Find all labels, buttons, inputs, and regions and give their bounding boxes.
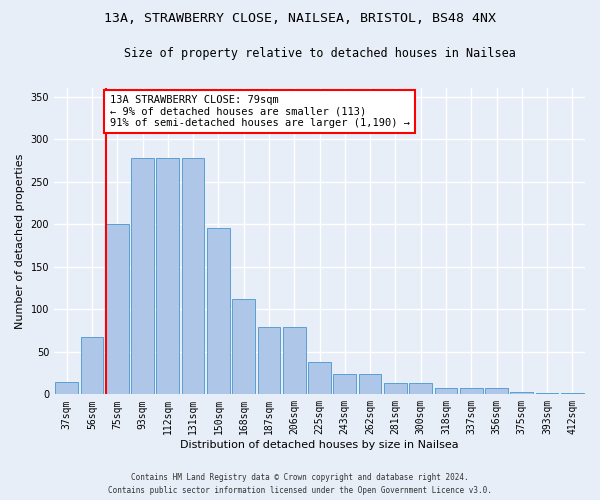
Bar <box>308 362 331 394</box>
Text: Contains HM Land Registry data © Crown copyright and database right 2024.
Contai: Contains HM Land Registry data © Crown c… <box>108 474 492 495</box>
Bar <box>182 158 205 394</box>
Bar <box>359 374 382 394</box>
Bar <box>409 384 432 394</box>
Bar <box>511 392 533 394</box>
Bar <box>283 327 305 394</box>
Bar <box>257 327 280 394</box>
Bar <box>131 158 154 394</box>
Bar <box>55 382 78 394</box>
Bar <box>485 388 508 394</box>
Bar <box>334 374 356 394</box>
Text: 13A, STRAWBERRY CLOSE, NAILSEA, BRISTOL, BS48 4NX: 13A, STRAWBERRY CLOSE, NAILSEA, BRISTOL,… <box>104 12 496 26</box>
Bar <box>384 384 407 394</box>
Y-axis label: Number of detached properties: Number of detached properties <box>15 154 25 329</box>
Bar <box>460 388 482 394</box>
Bar <box>561 392 584 394</box>
Bar <box>207 228 230 394</box>
Bar <box>106 224 128 394</box>
Text: 13A STRAWBERRY CLOSE: 79sqm
← 9% of detached houses are smaller (113)
91% of sem: 13A STRAWBERRY CLOSE: 79sqm ← 9% of deta… <box>110 95 410 128</box>
Bar <box>157 158 179 394</box>
Bar <box>80 338 103 394</box>
Bar <box>434 388 457 394</box>
Bar <box>232 299 255 394</box>
X-axis label: Distribution of detached houses by size in Nailsea: Distribution of detached houses by size … <box>180 440 459 450</box>
Title: Size of property relative to detached houses in Nailsea: Size of property relative to detached ho… <box>124 48 515 60</box>
